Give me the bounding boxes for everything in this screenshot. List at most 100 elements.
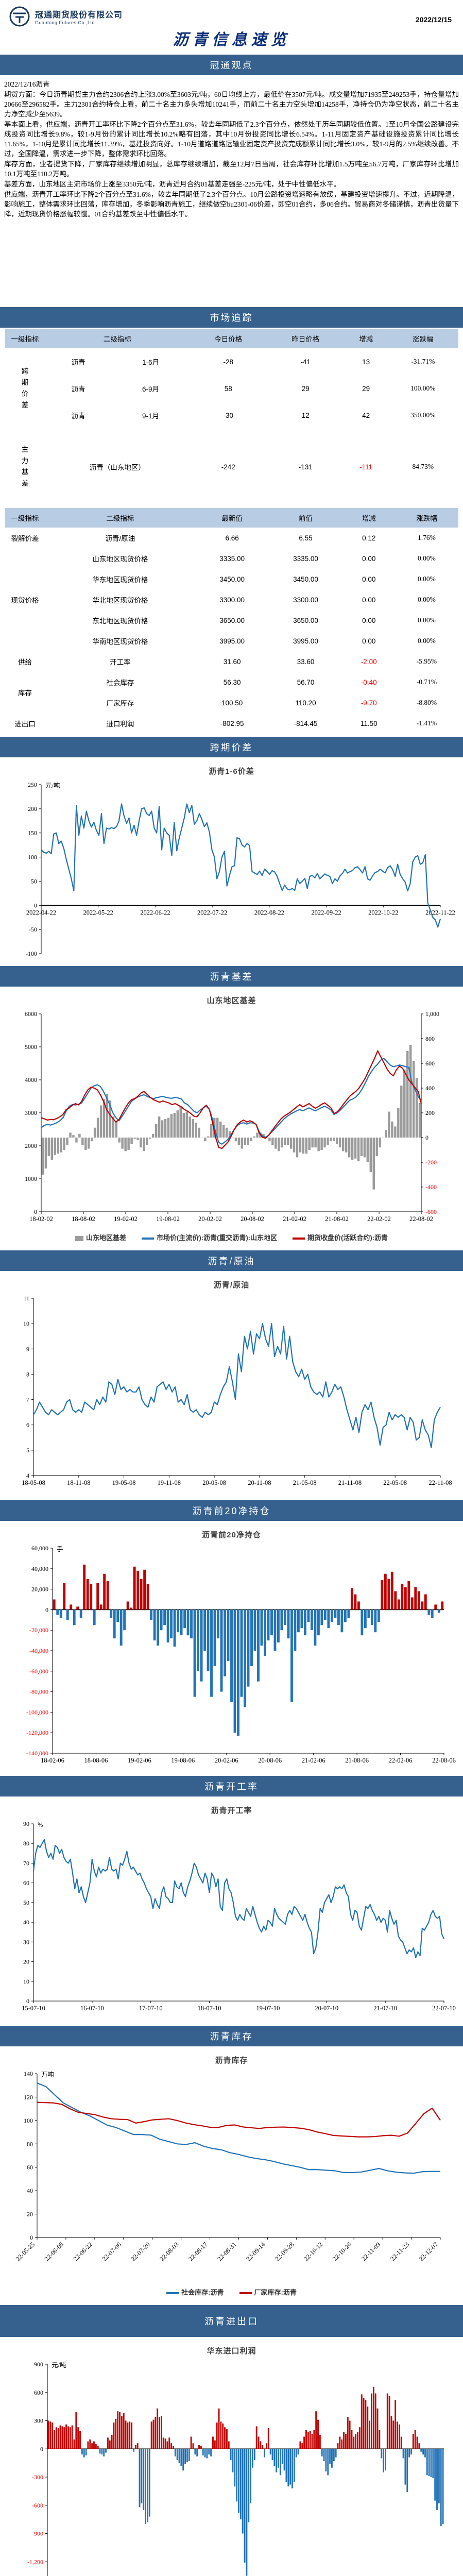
company-name: 冠通期货股份有限公司 <box>35 10 123 20</box>
svg-text:手: 手 <box>57 1546 63 1553</box>
table-cell: 29 <box>362 384 370 393</box>
svg-text:22-08-31: 22-08-31 <box>216 2241 237 2262</box>
table-cell: 3650.00 <box>219 616 245 624</box>
svg-text:22-07-20: 22-07-20 <box>129 2241 151 2262</box>
svg-text:4: 4 <box>26 1472 29 1479</box>
table-cell: 0.12 <box>362 534 376 542</box>
section-banner-label: 沥青前20净持仓 <box>192 1506 271 1516</box>
table-row: 华东地区现货价格 3450.00 3450.00 0.00 0.00% <box>5 569 458 589</box>
svg-text:22-10-26: 22-10-26 <box>331 2241 353 2262</box>
svg-text:19-08-06: 19-08-06 <box>171 1757 195 1764</box>
viewpoint-text: 2022/12/16沥青 期货方面：今日沥青期货主力合约2306合约上涨3.00%… <box>0 75 463 307</box>
table-cell: 0.00 <box>362 637 376 645</box>
svg-text:2000: 2000 <box>25 1142 37 1149</box>
svg-text:22-07-06: 22-07-06 <box>100 2241 122 2262</box>
svg-text:20-08-06: 20-08-06 <box>258 1757 282 1764</box>
chart-inner-title: 沥青前20净持仓 <box>202 1531 261 1539</box>
table-cell: 0.00% <box>418 637 436 645</box>
chart-bitumen-crude-ratio: 沥青/原油 4 5 6 7 8 9 10 11 18-05-08 18-11-08 19-05-08 1… <box>0 1271 463 1500</box>
viewpoint-paragraph: 期货方面：今日沥青期货主力合约2306合约上涨3.00%至3603元/吨，60日… <box>4 91 459 118</box>
report-date: 2022/12/15 <box>415 15 452 24</box>
table-cell: 84.73% <box>412 463 434 470</box>
table-cell: 0.00 <box>362 575 376 583</box>
svg-text:22-11-23: 22-11-23 <box>389 2241 410 2262</box>
svg-text:2022-06-22: 2022-06-22 <box>140 909 170 916</box>
table-cell: 0.00 <box>362 554 376 563</box>
svg-text:120: 120 <box>24 2093 33 2100</box>
svg-text:10: 10 <box>23 1320 29 1327</box>
svg-text:22-11-08: 22-11-08 <box>428 1479 452 1486</box>
table-cell: 6.66 <box>225 534 239 542</box>
svg-text:100: 100 <box>28 854 37 861</box>
svg-text:-40,000: -40,000 <box>29 1647 48 1654</box>
svg-text:50: 50 <box>31 877 37 885</box>
chart-inner-title: 沥青开工率 <box>211 1806 252 1815</box>
table-header-cell: 最新值 <box>195 508 269 528</box>
viewpoint-paragraph: 基本面上看，供应端，沥青开工率环比下降2个百分点至31.6%，较去年同期低了2.… <box>4 121 459 158</box>
table-cell: 9-1月 <box>142 412 159 420</box>
table-cell: 3450.00 <box>219 575 245 583</box>
section-banner-ratio: 沥青/原油 <box>0 1250 463 1271</box>
table-category-cell: 现货价格 <box>11 597 39 604</box>
table-cell: 3335.00 <box>219 554 245 563</box>
svg-text:3000: 3000 <box>25 1109 37 1116</box>
svg-text:22-08-03: 22-08-03 <box>158 2241 180 2262</box>
chart-shandong-basis: 山东地区基差 0 1000 2000 3000 4000 5000 6000 -600 -400-… <box>0 987 463 1250</box>
table-header-cell: 昨日价格 <box>267 329 345 348</box>
svg-text:9: 9 <box>26 1345 29 1352</box>
chart-inner-title: 沥青/原油 <box>213 1281 250 1290</box>
legend-label: 市场价(主流价):沥青(重交沥青):山东地区 <box>157 1234 277 1242</box>
svg-text:22-08-17: 22-08-17 <box>187 2241 209 2262</box>
table-cell: 13 <box>362 358 370 366</box>
svg-text:30: 30 <box>23 1938 29 1945</box>
svg-text:22-02-06: 22-02-06 <box>388 1757 412 1764</box>
svg-text:-400: -400 <box>425 1183 437 1191</box>
table-cell: 开工率 <box>110 658 131 666</box>
company-name-en: Guantong Futures Co.,Ltd <box>35 20 95 25</box>
chart-inner-title: 华东进口利润 <box>207 2347 256 2355</box>
svg-text:21-02-02: 21-02-02 <box>283 1215 306 1223</box>
svg-text:18-08-02: 18-08-02 <box>72 1215 95 1223</box>
table-cell: 3450.00 <box>293 575 318 583</box>
table-cell: 3335.00 <box>293 554 318 563</box>
table-cell: 沥青/原油 <box>105 535 135 543</box>
chart-inventory: 沥青库存 0 20 40 60 80 100 120 140 万吨 22-05-25 22-06-08… <box>0 2046 463 2305</box>
legend-label: 山东地区基差 <box>86 1234 127 1242</box>
svg-text:22-08-06: 22-08-06 <box>432 1757 456 1764</box>
section-banner-operating: 沥青开工率 <box>0 1776 463 1797</box>
table-cell: 华北地区现货价格 <box>92 597 148 604</box>
svg-text:2022-09-22: 2022-09-22 <box>311 909 341 916</box>
svg-text:-60,000: -60,000 <box>29 1668 48 1675</box>
svg-text:19-05-08: 19-05-08 <box>112 1479 135 1486</box>
svg-text:50: 50 <box>23 1899 29 1906</box>
section-banner-label: 沥青开工率 <box>204 1782 259 1792</box>
company-logo: 冠通期货股份有限公司 Guantong Futures Co.,Ltd <box>8 5 123 30</box>
svg-text:2022-05-22: 2022-05-22 <box>83 909 113 916</box>
table-category-cell: 库存 <box>18 689 32 697</box>
table-cell: 0.00 <box>362 596 376 604</box>
svg-text:200: 200 <box>425 1109 435 1116</box>
svg-text:11: 11 <box>23 1295 29 1302</box>
legend-item: 期货收盘价(活跃合约):沥青 <box>293 1232 388 1242</box>
table-cell: 山东地区现货价格 <box>92 555 148 563</box>
svg-text:19-02-06: 19-02-06 <box>127 1757 151 1764</box>
svg-text:-80,000: -80,000 <box>29 1688 48 1696</box>
svg-text:21-02-06: 21-02-06 <box>301 1757 325 1764</box>
legend-line-swatch-icon <box>293 1237 305 1240</box>
table-cell: 56.30 <box>223 678 241 686</box>
svg-text:-100: -100 <box>26 950 37 957</box>
table-cell: 进口利润 <box>106 720 134 728</box>
table-cell: 沥青 <box>71 359 85 366</box>
svg-text:800: 800 <box>425 1035 435 1042</box>
legend-label: 厂家库存:沥青 <box>254 2289 297 2296</box>
svg-text:20: 20 <box>23 1958 29 1965</box>
svg-text:300: 300 <box>34 2417 43 2425</box>
svg-text:20-11-08: 20-11-08 <box>248 1479 271 1486</box>
section-banner-label: 冠通观点 <box>210 60 253 71</box>
chart-legend: 山东地区基差 市场价(主流价):沥青(重交沥青):山东地区 期货收盘价(活跃合约):… <box>0 1232 463 1242</box>
table-cell: 0.00% <box>418 596 436 603</box>
table-cell: 3300.00 <box>219 596 245 604</box>
svg-text:18-08-06: 18-08-06 <box>84 1757 108 1764</box>
svg-text:20-02-06: 20-02-06 <box>214 1757 238 1764</box>
svg-text:2022-08-22: 2022-08-22 <box>254 909 284 916</box>
